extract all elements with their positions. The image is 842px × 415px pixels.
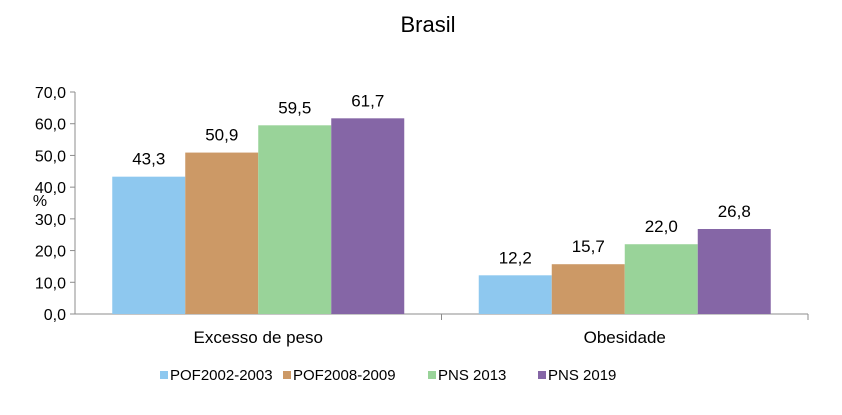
chart-title: Brasil [400, 12, 455, 37]
bar-value-label: 43,3 [132, 150, 165, 169]
legend-swatch [428, 371, 436, 379]
legend-swatch [538, 371, 546, 379]
y-tick-label: 10,0 [35, 275, 66, 292]
y-tick-label: 70,0 [35, 85, 66, 102]
bar [624, 244, 698, 314]
y-tick-label: 50,0 [35, 148, 66, 165]
bar-value-label: 59,5 [278, 98, 311, 117]
bar [112, 176, 186, 314]
bar [258, 125, 332, 314]
bar [697, 229, 771, 314]
bar [551, 264, 625, 314]
category-label: Obesidade [584, 328, 666, 347]
bar-value-label: 12,2 [499, 248, 532, 267]
bar-value-label: 26,8 [718, 202, 751, 221]
legend-label: PNS 2013 [438, 367, 506, 384]
y-tick-label: 30,0 [35, 212, 66, 229]
bars [112, 118, 771, 314]
y-axis-ticks: 0,0 10,0 20,0 30,0 40,0 50,0 60,0 70,0 [35, 85, 75, 324]
legend-label: PNS 2019 [548, 367, 616, 384]
category-label: Excesso de peso [194, 328, 323, 347]
bar [331, 118, 405, 314]
y-tick-label: 0,0 [44, 307, 66, 324]
bar-value-label: 22,0 [645, 217, 678, 236]
y-tick-label: 60,0 [35, 117, 66, 134]
legend: POF2002-2003 POF2008-2009 PNS 2013 PNS 2019 [160, 367, 616, 384]
y-tick-label: 40,0 [35, 180, 66, 197]
bar-value-label: 15,7 [572, 237, 605, 256]
legend-swatch [283, 371, 291, 379]
legend-swatch [160, 371, 168, 379]
value-labels: 43,3 50,9 59,5 61,7 12,2 15,7 22,0 26,8 [132, 91, 751, 267]
bar [478, 275, 552, 314]
bar [185, 152, 259, 314]
legend-label: POF2002-2003 [170, 367, 273, 384]
legend-label: POF2008-2009 [293, 367, 396, 384]
bar-value-label: 50,9 [205, 126, 238, 145]
y-tick-label: 20,0 [35, 244, 66, 261]
bar-value-label: 61,7 [351, 91, 384, 110]
y-axis-label: % [33, 193, 47, 210]
category-labels: Excesso de peso Obesidade [194, 328, 666, 347]
